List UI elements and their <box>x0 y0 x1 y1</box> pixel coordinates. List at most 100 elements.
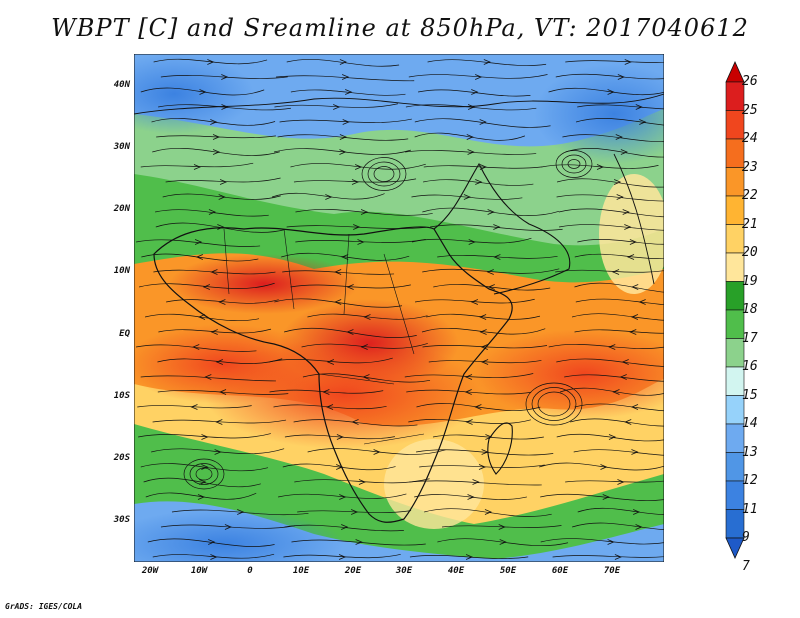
streamline-arrow <box>350 509 359 515</box>
streamline-arrow <box>607 539 615 545</box>
lon-label: 20W <box>141 566 159 576</box>
streamline-arrow <box>201 464 209 470</box>
colorbar-label: 21 <box>742 216 758 232</box>
streamline <box>140 463 269 472</box>
streamline-arrow <box>224 524 232 530</box>
streamline <box>307 448 446 455</box>
circulation-swirl <box>361 157 407 191</box>
streamline-arrow <box>217 224 225 230</box>
streamline <box>295 209 433 216</box>
streamline-arrow <box>615 134 623 140</box>
streamline <box>577 239 664 245</box>
streamline-arrow <box>199 479 207 485</box>
streamline <box>274 298 403 308</box>
circulation-swirl <box>567 159 581 169</box>
streamlines <box>135 58 664 560</box>
streamline-arrow <box>624 224 632 230</box>
streamline <box>432 434 544 440</box>
streamline-arrow <box>479 164 487 170</box>
streamline <box>140 375 276 382</box>
streamline-arrow <box>192 344 200 350</box>
streamline <box>405 104 537 111</box>
streamline <box>406 389 532 395</box>
streamline <box>424 508 552 517</box>
lon-label: 0 <box>247 566 253 576</box>
streamline-arrow <box>215 359 223 365</box>
streamline-arrow <box>475 179 483 185</box>
streamline-arrow <box>485 434 493 440</box>
streamline <box>575 118 664 126</box>
madagascar-outline <box>487 422 513 475</box>
streamline-arrow <box>351 179 360 185</box>
streamline-arrow <box>354 164 363 170</box>
streamline-arrow <box>357 239 365 245</box>
streamline-arrow <box>466 134 474 140</box>
colorbar-label: 26 <box>742 74 758 89</box>
streamline <box>540 493 664 501</box>
streamline-arrow <box>596 164 605 170</box>
streamline-arrow <box>193 164 202 170</box>
streamline-arrow <box>346 329 354 335</box>
streamline-arrow <box>464 374 473 380</box>
streamline-arrow <box>629 239 637 245</box>
colorbar-label: 16 <box>742 359 758 374</box>
streamline <box>573 449 664 456</box>
streamline <box>291 539 426 546</box>
streamline <box>269 389 384 394</box>
streamline <box>155 209 269 217</box>
streamline <box>279 118 412 123</box>
streamline-arrow <box>373 449 381 455</box>
lat-label: 30S <box>113 515 130 525</box>
streamline <box>141 253 259 262</box>
streamline-arrow <box>467 149 475 155</box>
streamline-arrow <box>622 209 630 215</box>
streamline-arrow <box>208 539 216 545</box>
lat-label: EQ <box>119 329 130 339</box>
circulation-swirl <box>183 458 225 490</box>
streamline <box>404 150 537 155</box>
streamline-arrow <box>621 359 629 365</box>
streamline <box>155 222 285 233</box>
streamline <box>556 358 664 367</box>
streamline-arrow <box>339 149 347 155</box>
streamline <box>426 313 541 320</box>
streamline-arrow <box>484 509 492 515</box>
streamline-arrow <box>612 269 620 275</box>
streamline <box>277 493 407 499</box>
streamline <box>437 255 558 259</box>
circulation-swirl <box>367 161 401 187</box>
streamline-arrow <box>333 104 341 110</box>
lon-label: 40E <box>447 566 465 576</box>
streamline-arrow <box>207 59 215 65</box>
streamline-arrow <box>481 449 489 455</box>
streamline-arrow <box>463 194 471 200</box>
streamline <box>290 163 426 170</box>
streamline <box>290 89 406 96</box>
streamline <box>411 237 532 244</box>
streamline-arrow <box>363 314 371 320</box>
streamline-arrow <box>487 284 495 290</box>
streamline-arrow <box>210 119 218 125</box>
streamline <box>301 343 428 349</box>
streamline-arrow <box>481 359 489 365</box>
streamline-arrow <box>341 74 350 80</box>
streamline-arrow <box>202 284 211 290</box>
streamline-arrow <box>635 104 643 110</box>
streamline-arrow <box>358 479 366 485</box>
colorbar-label: 25 <box>742 102 758 118</box>
lon-label: 20E <box>344 566 362 576</box>
streamline-arrow <box>493 224 501 230</box>
colorbar-bottom-arrow <box>725 537 745 559</box>
streamline-arrow <box>342 119 350 125</box>
streamline <box>135 344 257 352</box>
streamline-arrow <box>468 239 476 245</box>
streamline-arrow <box>336 464 344 470</box>
streamline-arrow <box>465 419 473 425</box>
streamline-arrow <box>334 299 342 305</box>
streamline-arrow <box>212 149 221 155</box>
streamline-arrow <box>218 299 226 305</box>
streamline <box>153 58 268 65</box>
streamline <box>271 192 385 200</box>
streamline <box>564 374 664 382</box>
streamline-arrow <box>624 419 632 425</box>
